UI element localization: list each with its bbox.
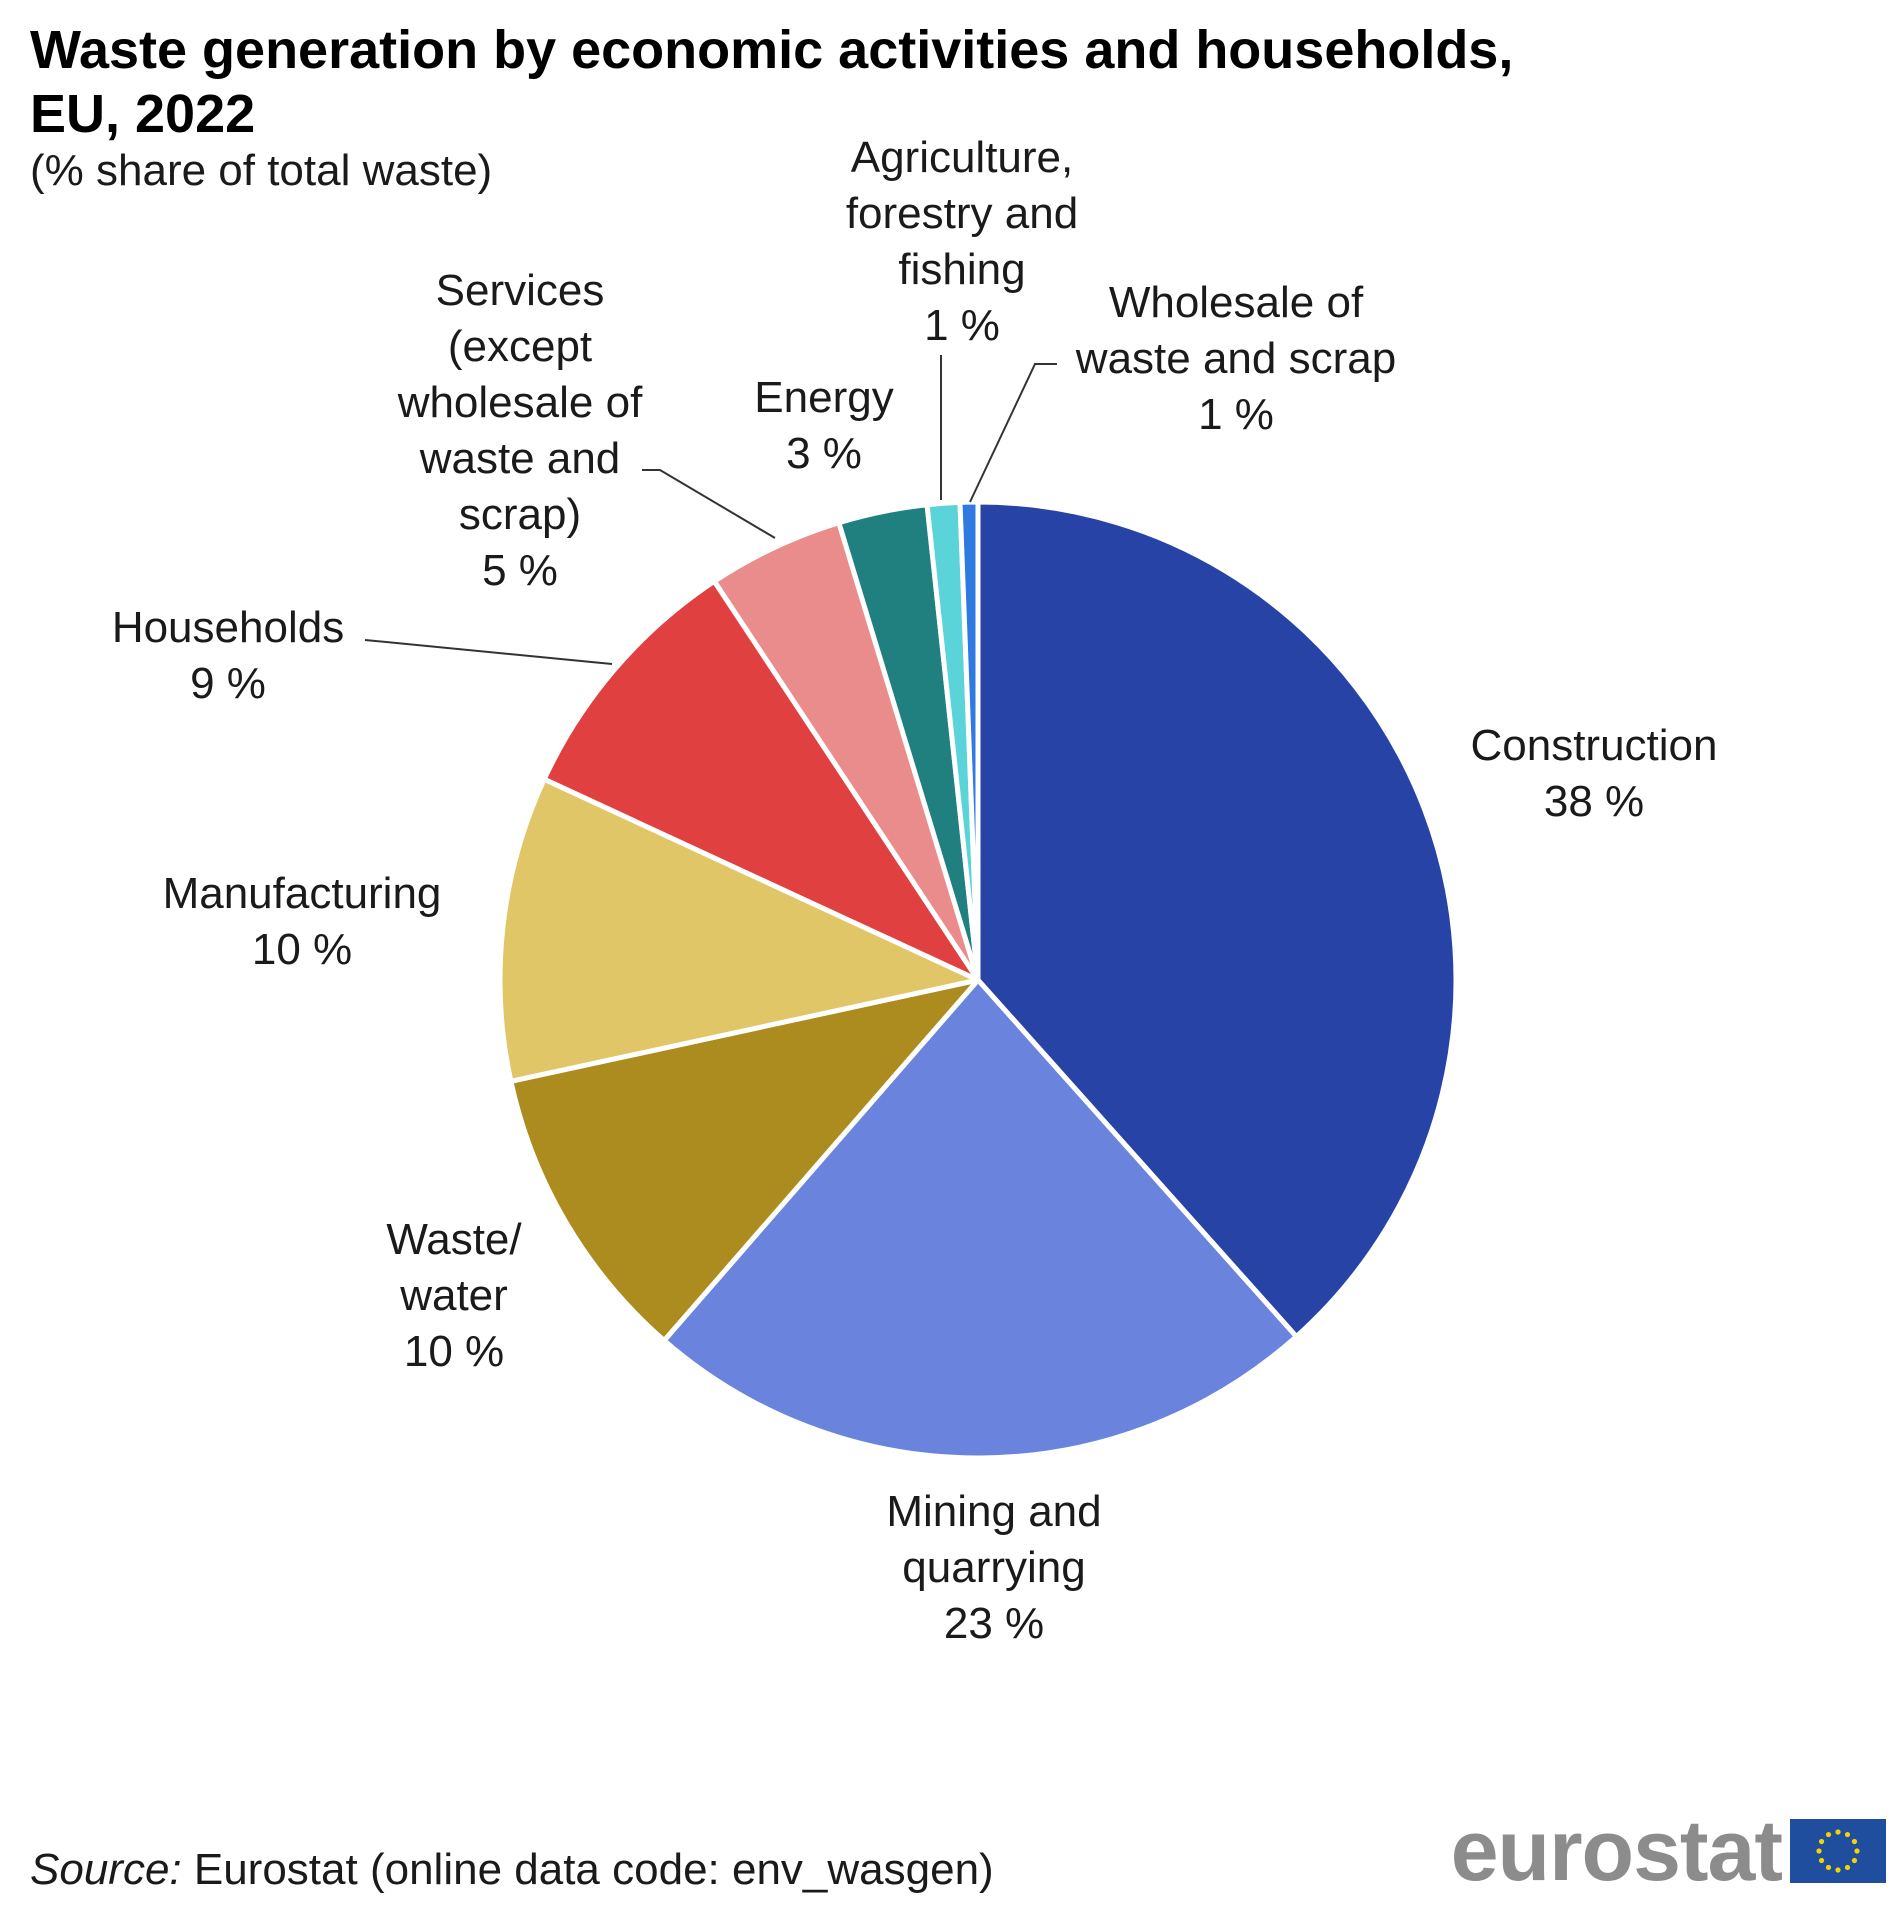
slice-value-waste-water: 10 % <box>404 1327 504 1376</box>
slice-name-mining: quarrying <box>902 1543 1085 1592</box>
slice-labels: Construction 38 % Mining and quarrying 23 % W… <box>112 133 1718 1648</box>
slice-label-manufacturing: Manufacturing 10 % <box>163 869 442 974</box>
slice-name-construction: Construction <box>1470 721 1717 770</box>
source-note: Source: Eurostat (online data code: env_… <box>30 1845 994 1895</box>
source-label: Source: <box>30 1845 182 1894</box>
slice-name-wholesale: Wholesale of <box>1109 278 1364 327</box>
slice-name-waste-water: Waste/ <box>386 1215 522 1264</box>
eurostat-logo-text: eurostat <box>1450 1803 1783 1899</box>
eu-flag-icon <box>1790 1819 1886 1883</box>
eu-flag-star <box>1816 1848 1822 1854</box>
eu-flag-star <box>1844 1864 1851 1871</box>
slice-label-households: Households 9 % <box>112 603 344 708</box>
source-text: Eurostat (online data code: env_wasgen) <box>181 1845 994 1894</box>
pie-chart: Construction 38 % Mining and quarrying 23 % W… <box>112 133 1718 1648</box>
slice-name-manufacturing: Manufacturing <box>163 869 442 918</box>
eu-flag-star <box>1825 1864 1832 1871</box>
chart-title: Waste generation by economic activities … <box>30 20 1514 144</box>
pie-slice-mining <box>661 977 1299 1461</box>
pie-slice-households <box>541 578 981 983</box>
pie-slice-waste-water <box>508 977 981 1344</box>
slice-label-agriculture: Agriculture, forestry and fishing 1 % <box>846 133 1078 350</box>
eu-flag-star <box>1844 1831 1851 1838</box>
slice-value-agriculture: 1 % <box>924 301 1000 350</box>
slice-name-agriculture: Agriculture, <box>851 133 1074 182</box>
eu-flag-star <box>1854 1848 1860 1854</box>
slice-label-construction: Construction 38 % <box>1470 721 1717 826</box>
slice-name-services: (except <box>448 322 592 371</box>
eurostat-logo: eurostat <box>1451 1808 1886 1894</box>
pie-slice-wholesale <box>957 499 981 983</box>
slice-label-waste-water: Waste/water 10 % <box>386 1215 522 1376</box>
eu-flag-star <box>1835 1867 1841 1873</box>
pie-slice-construction <box>975 499 1459 1340</box>
slice-value-manufacturing: 10 % <box>252 925 352 974</box>
pie-slice-manufacturing <box>497 776 981 1084</box>
slice-name-mining: Mining and <box>886 1487 1101 1536</box>
slice-name-services: Services <box>436 266 605 315</box>
slice-label-wholesale: Wholesale of waste and scrap 1 % <box>1075 278 1396 439</box>
leader-lines <box>364 355 1057 665</box>
slice-name-wholesale: waste and scrap <box>1075 334 1396 383</box>
slice-value-energy: 3 % <box>786 429 862 478</box>
eu-flag-star <box>1825 1831 1832 1838</box>
eu-flag-star <box>1818 1857 1825 1864</box>
slice-value-households: 9 % <box>190 659 266 708</box>
slice-label-services: Services (except wholesale of waste and scra… <box>397 266 643 595</box>
slice-value-construction: 38 % <box>1544 777 1644 826</box>
slice-label-mining: Mining and quarrying 23 % <box>886 1487 1101 1648</box>
slice-value-wholesale: 1 % <box>1198 390 1274 439</box>
slice-name-agriculture: forestry and <box>846 189 1078 238</box>
leader-line-wholesale <box>969 363 1057 503</box>
slice-label-energy: Energy 3 % <box>754 373 893 478</box>
eu-flag-star <box>1818 1838 1825 1845</box>
leader-line-households <box>364 639 613 665</box>
eu-flag-star <box>1851 1838 1858 1845</box>
slice-value-mining: 23 % <box>944 1599 1044 1648</box>
eu-flag-star <box>1851 1857 1858 1864</box>
slice-name-services: scrap) <box>459 490 581 539</box>
eu-flag-star <box>1835 1829 1841 1835</box>
slice-name-households: Households <box>112 603 344 652</box>
chart-subtitle: (% share of total waste) <box>30 146 493 195</box>
slice-value-services: 5 % <box>482 546 558 595</box>
slice-name-energy: Energy <box>754 373 893 422</box>
leader-line-services <box>642 469 776 539</box>
eu-flag-background <box>1790 1819 1886 1883</box>
slice-name-services: waste and <box>419 434 621 483</box>
slice-name-services: wholesale of <box>397 378 643 427</box>
slice-name-agriculture: fishing <box>898 245 1025 294</box>
pie-slices <box>497 499 1459 1461</box>
slice-name-waste-water: water <box>399 1271 508 1320</box>
